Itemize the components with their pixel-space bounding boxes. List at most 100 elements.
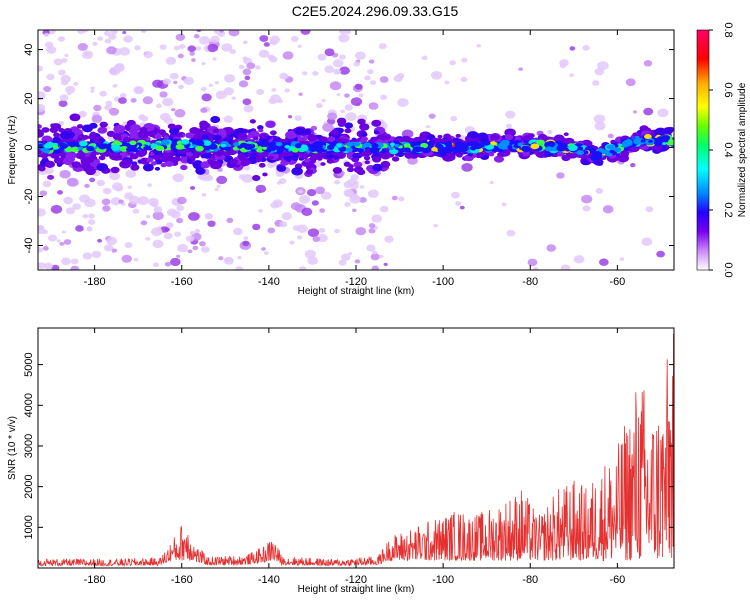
noise-blob <box>336 92 341 96</box>
band-blob <box>81 124 93 133</box>
core-blob <box>523 139 529 144</box>
band-blob <box>96 163 109 172</box>
noise-blob <box>134 86 144 94</box>
core-blob <box>576 150 585 156</box>
noise-blob <box>559 59 569 67</box>
snr-y-tick-label: 2000 <box>23 474 35 498</box>
noise-blob <box>121 254 132 263</box>
band-blob <box>82 165 89 170</box>
noise-blob <box>140 30 147 33</box>
noise-blob <box>237 255 242 260</box>
noise-blob <box>92 41 98 46</box>
core-blob <box>170 144 177 150</box>
spectrogram-y-label: Frequency (Hz) <box>7 116 18 185</box>
noise-blob <box>50 204 63 214</box>
noise-blob <box>132 208 140 214</box>
noise-blob <box>208 83 213 87</box>
core-blob <box>345 147 353 152</box>
band-blob <box>142 163 154 172</box>
noise-blob <box>255 65 261 70</box>
band-blob <box>359 123 370 131</box>
noise-blob <box>272 199 283 208</box>
noise-blob <box>359 185 365 189</box>
band-blob <box>357 118 366 125</box>
noise-blob <box>191 58 196 62</box>
band-blob <box>337 121 346 127</box>
band-blob <box>276 164 287 172</box>
snr-y-tick-label: 5000 <box>23 352 35 376</box>
band-blob <box>565 138 575 145</box>
band-blob <box>75 151 86 160</box>
colorbar-gradient <box>696 29 710 271</box>
noise-blob <box>242 56 248 61</box>
noise-blob <box>43 85 52 93</box>
noise-blob <box>163 116 173 125</box>
noise-blob <box>169 72 179 80</box>
band-blob <box>301 135 309 141</box>
snr-x-tick-label: -140 <box>258 574 280 586</box>
noise-blob <box>289 240 295 245</box>
noise-blob <box>176 205 185 212</box>
band-blob <box>169 127 180 135</box>
noise-blob <box>242 98 252 106</box>
noise-blob <box>118 97 127 104</box>
colorbar-tick-label: 0.8 <box>722 22 734 37</box>
noise-blob <box>177 243 189 253</box>
noise-blob <box>218 256 224 261</box>
noise-blob <box>159 91 168 98</box>
core-blob <box>521 145 531 153</box>
core-blob <box>127 143 133 148</box>
core-blob <box>195 145 204 152</box>
noise-blob <box>307 228 320 237</box>
noise-blob <box>311 200 319 206</box>
noise-blob <box>279 221 288 228</box>
core-blob <box>117 141 123 146</box>
noise-blob <box>430 70 443 80</box>
core-blob <box>294 143 303 149</box>
noise-blob <box>228 30 240 37</box>
noise-blob <box>106 236 118 246</box>
noise-blob <box>59 94 69 102</box>
noise-blob <box>302 71 308 76</box>
core-blob <box>129 140 137 146</box>
noise-blob <box>560 264 571 270</box>
band-blob <box>344 122 353 129</box>
noise-blob <box>317 53 327 61</box>
noise-blob <box>93 104 102 112</box>
core-blob <box>300 144 308 149</box>
noise-blob <box>340 109 345 113</box>
noise-blob <box>602 205 614 214</box>
spectrogram-y-tick-label: 0 <box>23 144 35 150</box>
noise-blob <box>152 211 164 221</box>
core-blob <box>545 146 554 152</box>
band-blob <box>56 163 63 167</box>
core-blob <box>644 134 652 140</box>
core-blob <box>449 147 455 152</box>
core-blob <box>640 139 646 143</box>
noise-blob <box>101 198 111 206</box>
noise-blob <box>47 234 58 242</box>
core-blob <box>58 142 66 147</box>
noise-blob <box>57 36 66 42</box>
band-blob <box>257 125 264 130</box>
noise-blob <box>145 236 151 241</box>
band-blob <box>352 153 360 159</box>
noise-blob <box>224 74 236 83</box>
core-blob <box>418 147 426 152</box>
core-blob <box>44 142 54 149</box>
noise-blob <box>165 56 177 65</box>
noise-blob <box>179 43 186 49</box>
noise-blob <box>204 212 213 220</box>
noise-blob <box>61 58 68 63</box>
noise-blob <box>242 240 250 247</box>
core-blob <box>265 149 272 153</box>
core-blob <box>64 146 73 152</box>
noise-blob <box>292 225 301 231</box>
band-blob <box>111 153 122 161</box>
noise-blob <box>43 32 50 37</box>
noise-blob <box>125 169 137 179</box>
noise-blob <box>219 30 224 33</box>
noise-blob <box>256 88 265 96</box>
band-blob <box>291 167 303 176</box>
band-blob <box>164 155 175 163</box>
